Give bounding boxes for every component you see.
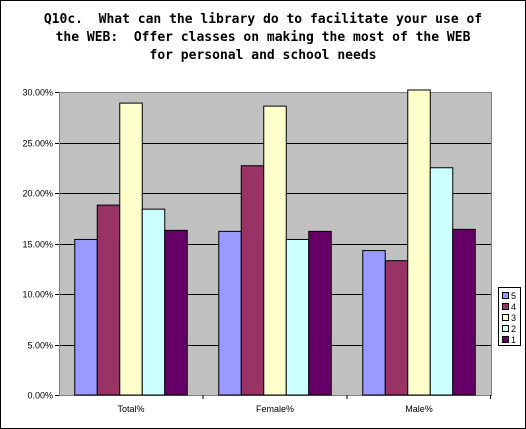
y-tick-label-6: 30.00% bbox=[22, 88, 53, 98]
bar-female-5 bbox=[218, 230, 242, 396]
legend-label-4: 4 bbox=[511, 302, 516, 312]
legend-label-2: 2 bbox=[511, 324, 516, 334]
bar-female-4 bbox=[240, 165, 265, 396]
chart-title-line-1: Q10c. What can the library do to facilit… bbox=[43, 12, 483, 27]
legend-label-3: 3 bbox=[511, 313, 516, 323]
y-tick-label-0: 0.00% bbox=[27, 391, 53, 401]
bar-male-5 bbox=[362, 250, 386, 396]
bar-male-1 bbox=[452, 228, 476, 396]
y-tick-label-5: 25.00% bbox=[22, 139, 53, 149]
y-tick-label-3: 15.00% bbox=[22, 240, 53, 250]
bar-male-2 bbox=[429, 167, 454, 396]
bar-female-3 bbox=[263, 105, 287, 396]
bar-total-4 bbox=[96, 204, 121, 396]
legend-swatch-5 bbox=[502, 292, 509, 299]
x-tick-label-2: Male% bbox=[405, 404, 433, 414]
x-tick-label-1: Female% bbox=[256, 404, 294, 414]
bar-male-4 bbox=[384, 260, 409, 396]
y-tick-label-1: 5.00% bbox=[27, 341, 53, 351]
legend-box bbox=[498, 287, 521, 346]
chart-title: Q10c. What can the library do to facilit… bbox=[1, 11, 525, 65]
bar-total-5 bbox=[74, 238, 98, 396]
bar-total-1 bbox=[164, 229, 188, 396]
legend-label-5: 5 bbox=[511, 291, 516, 301]
bar-male-3 bbox=[407, 89, 431, 396]
bar-female-1 bbox=[308, 230, 332, 396]
chart-title-line-2: the WEB: Offer classes on making the mos… bbox=[55, 30, 471, 45]
bar-total-3 bbox=[119, 102, 143, 396]
legend-swatch-2 bbox=[502, 325, 509, 332]
y-tick-label-2: 10.00% bbox=[22, 290, 53, 300]
chart-title-line-3: for personal and school needs bbox=[149, 48, 377, 63]
x-tick-label-0: Total% bbox=[117, 404, 144, 414]
plot-border bbox=[59, 92, 492, 396]
bar-female-2 bbox=[285, 238, 310, 396]
legend-swatch-1 bbox=[502, 336, 509, 343]
y-tick-label-4: 20.00% bbox=[22, 189, 53, 199]
legend-swatch-4 bbox=[502, 303, 509, 310]
legend-swatch-3 bbox=[502, 314, 509, 321]
legend-label-1: 1 bbox=[511, 335, 516, 345]
bar-total-2 bbox=[141, 208, 166, 396]
